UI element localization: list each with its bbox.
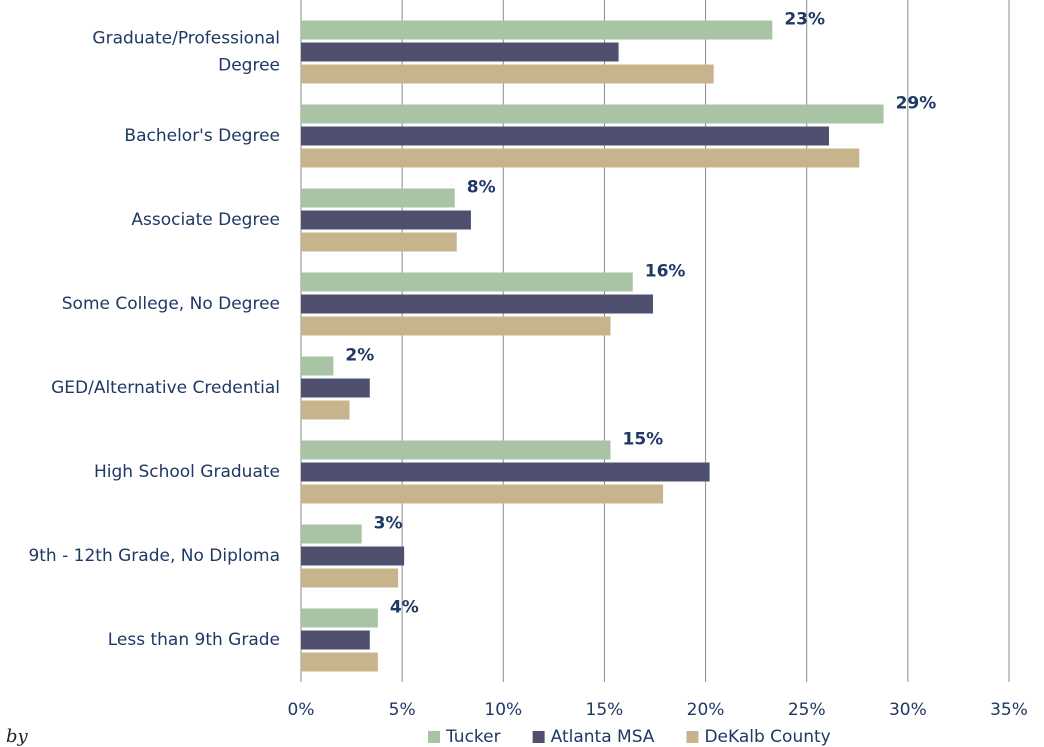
category-label: 9th - 12th Grade, No Diploma xyxy=(28,546,280,566)
data-label: 4% xyxy=(390,598,419,618)
bar xyxy=(301,232,457,252)
x-tick-label: 15% xyxy=(586,700,624,720)
data-label: 8% xyxy=(467,178,496,198)
x-tick-label: 20% xyxy=(687,700,725,720)
category-label: Graduate/Professional xyxy=(92,29,280,49)
bar xyxy=(301,42,619,62)
bar xyxy=(301,294,653,314)
data-label: 23% xyxy=(784,10,825,30)
x-tick-label: 5% xyxy=(389,700,416,720)
legend-swatch xyxy=(428,731,440,743)
bar xyxy=(301,356,334,376)
category-label: Bachelor's Degree xyxy=(124,126,280,146)
bar xyxy=(301,126,829,146)
x-tick-label: 0% xyxy=(288,700,315,720)
note: by xyxy=(6,726,29,747)
bar xyxy=(301,104,884,124)
x-tick-label: 10% xyxy=(484,700,522,720)
bar xyxy=(301,630,370,650)
bar xyxy=(301,524,362,544)
bar xyxy=(301,462,710,482)
legend-swatch xyxy=(532,731,545,743)
bar xyxy=(301,316,611,336)
category-label: Some College, No Degree xyxy=(62,294,280,314)
bar xyxy=(301,210,471,230)
category-label: Degree xyxy=(218,56,280,76)
category-label: GED/Alternative Credential xyxy=(51,378,280,398)
category-label: Less than 9th Grade xyxy=(108,630,280,650)
legend-label: Tucker xyxy=(445,727,501,747)
data-label: 2% xyxy=(345,346,374,366)
bar xyxy=(301,440,611,460)
bar xyxy=(301,652,378,672)
legend-label: Atlanta MSA xyxy=(551,727,655,747)
bar xyxy=(301,484,664,504)
bar xyxy=(301,20,773,40)
x-tick-label: 35% xyxy=(990,700,1028,720)
category-label: Associate Degree xyxy=(131,210,280,230)
data-label: 3% xyxy=(374,514,403,534)
data-label: 29% xyxy=(896,94,937,114)
x-tick-label: 25% xyxy=(788,700,826,720)
legend-label: DeKalb County xyxy=(704,727,830,747)
bar xyxy=(301,546,405,566)
bar xyxy=(301,148,860,168)
data-label: 16% xyxy=(645,262,686,282)
bar xyxy=(301,400,350,420)
bar xyxy=(301,378,370,398)
bar xyxy=(301,64,714,84)
bar xyxy=(301,608,378,628)
legend-swatch xyxy=(686,731,699,743)
data-label: 15% xyxy=(622,430,663,450)
category-label: High School Graduate xyxy=(94,462,280,482)
bar xyxy=(301,568,399,588)
bar xyxy=(301,272,633,292)
x-tick-label: 30% xyxy=(889,700,927,720)
bar xyxy=(301,188,455,208)
